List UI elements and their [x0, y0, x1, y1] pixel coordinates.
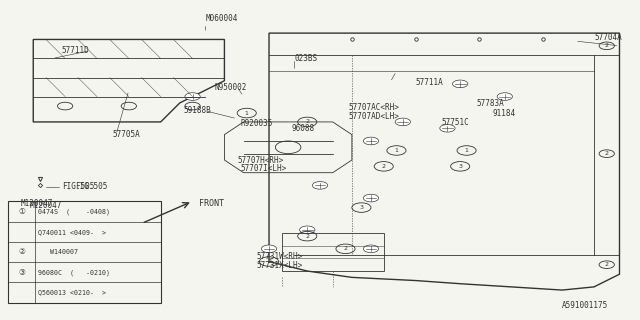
Circle shape	[395, 118, 410, 126]
Circle shape	[364, 194, 379, 202]
Text: M060004: M060004	[205, 14, 237, 23]
Text: M120047: M120047	[30, 202, 63, 211]
Text: R920035: R920035	[241, 119, 273, 128]
Circle shape	[364, 245, 379, 252]
Text: 57707H<RH>: 57707H<RH>	[237, 156, 284, 165]
Text: 57711D: 57711D	[62, 46, 90, 55]
Text: ③: ③	[18, 268, 25, 277]
Text: M120047: M120047	[20, 199, 53, 208]
Text: 0474S  (    -0408): 0474S ( -0408)	[38, 208, 111, 215]
Text: ①: ①	[18, 207, 25, 216]
Text: 57704A: 57704A	[594, 33, 621, 42]
Text: Q560013 <0210-  >: Q560013 <0210- >	[38, 290, 106, 296]
Circle shape	[185, 93, 200, 100]
Text: A591001175: A591001175	[562, 301, 609, 310]
Circle shape	[452, 80, 468, 88]
Text: FIG.505: FIG.505	[62, 182, 94, 191]
Text: 023BS: 023BS	[294, 54, 317, 63]
Text: 2: 2	[344, 246, 348, 251]
Circle shape	[440, 124, 455, 132]
Text: 57751C: 57751C	[441, 118, 469, 127]
Text: 57731X<LH>: 57731X<LH>	[256, 261, 303, 270]
Text: 2: 2	[605, 151, 609, 156]
Text: 1: 1	[394, 148, 399, 153]
Text: 2: 2	[605, 262, 609, 267]
Text: 57731W<RH>: 57731W<RH>	[256, 252, 303, 261]
Text: 3: 3	[458, 164, 462, 169]
Text: 3: 3	[360, 205, 364, 210]
Text: 57707I<LH>: 57707I<LH>	[241, 164, 287, 173]
Circle shape	[300, 226, 315, 234]
Circle shape	[312, 181, 328, 189]
Text: 57705A: 57705A	[113, 130, 141, 139]
Text: 57707AC<RH>: 57707AC<RH>	[349, 103, 399, 112]
Circle shape	[364, 137, 379, 145]
Circle shape	[261, 245, 276, 252]
Text: 57711A: 57711A	[415, 78, 444, 87]
Text: 2: 2	[381, 164, 386, 169]
Text: Q740011 <0409-  >: Q740011 <0409- >	[38, 229, 106, 235]
Text: 1: 1	[465, 148, 468, 153]
Text: 2: 2	[305, 119, 309, 124]
Text: FRONT: FRONT	[199, 199, 224, 208]
Text: 57707AD<LH>: 57707AD<LH>	[349, 112, 399, 121]
Text: 96080C  (   -0210): 96080C ( -0210)	[38, 269, 111, 276]
Text: 96088: 96088	[291, 124, 314, 133]
Text: ②: ②	[18, 247, 25, 257]
Text: 2: 2	[267, 259, 271, 264]
Text: W140007: W140007	[38, 249, 79, 255]
Circle shape	[497, 93, 513, 100]
Text: 91184: 91184	[492, 108, 515, 117]
Text: 59188B: 59188B	[183, 106, 211, 115]
Text: 1: 1	[244, 110, 249, 116]
Text: FIG.505: FIG.505	[75, 182, 107, 191]
Text: N950002: N950002	[215, 83, 247, 92]
Text: 57783A: 57783A	[476, 99, 504, 108]
Text: 2: 2	[305, 234, 309, 239]
Text: 2: 2	[605, 43, 609, 48]
